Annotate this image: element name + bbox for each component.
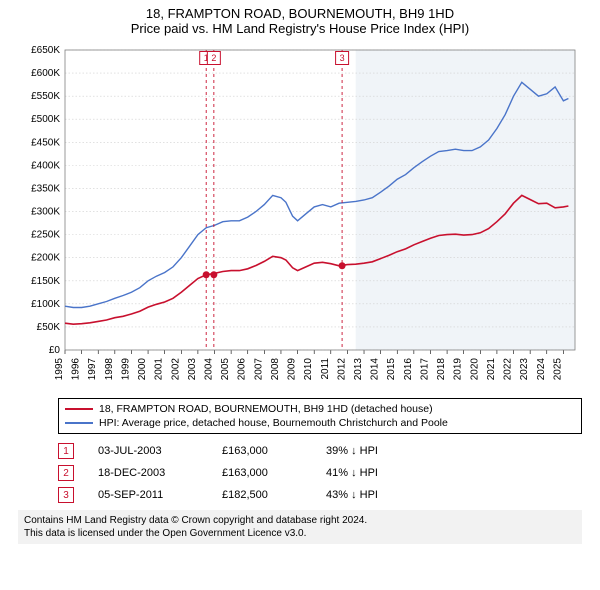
svg-text:2013: 2013 (353, 358, 364, 381)
event-delta: 43% ↓ HPI (326, 489, 416, 501)
svg-text:£550K: £550K (31, 91, 60, 102)
events-table: 1 03-JUL-2003 £163,000 39% ↓ HPI 2 18-DEC-200… (58, 440, 582, 506)
svg-text:1999: 1999 (120, 358, 131, 381)
svg-text:£450K: £450K (31, 137, 60, 148)
legend-label: 18, FRAMPTON ROAD, BOURNEMOUTH, BH9 1HD … (99, 403, 433, 415)
event-date: 03-JUL-2003 (98, 445, 198, 457)
svg-text:2020: 2020 (469, 358, 480, 381)
svg-text:£250K: £250K (31, 230, 60, 241)
svg-text:2002: 2002 (170, 358, 181, 381)
footer-line1: Contains HM Land Registry data © Crown c… (24, 514, 576, 527)
svg-text:2010: 2010 (303, 358, 314, 381)
event-number: 3 (58, 487, 74, 503)
event-price: £163,000 (222, 445, 302, 457)
event-row: 2 18-DEC-2003 £163,000 41% ↓ HPI (58, 462, 582, 484)
svg-text:2000: 2000 (137, 358, 148, 381)
svg-text:£400K: £400K (31, 160, 60, 171)
svg-text:2019: 2019 (453, 358, 464, 381)
legend-row: HPI: Average price, detached house, Bour… (65, 416, 575, 430)
svg-text:1997: 1997 (87, 358, 98, 381)
svg-text:£600K: £600K (31, 68, 60, 79)
svg-text:2012: 2012 (336, 358, 347, 381)
svg-text:£300K: £300K (31, 207, 60, 218)
legend-label: HPI: Average price, detached house, Bour… (99, 417, 448, 429)
chart-area: £0 £50K £100K £150K £200K £250K £300K £350K £400… (15, 40, 585, 390)
svg-text:2005: 2005 (220, 358, 231, 381)
legend: 18, FRAMPTON ROAD, BOURNEMOUTH, BH9 1HD … (58, 398, 582, 434)
legend-swatch (65, 422, 93, 424)
legend-row: 18, FRAMPTON ROAD, BOURNEMOUTH, BH9 1HD … (65, 402, 575, 416)
svg-text:2: 2 (211, 53, 216, 63)
event-number: 2 (58, 465, 74, 481)
svg-text:£100K: £100K (31, 299, 60, 310)
svg-text:1996: 1996 (71, 358, 82, 381)
svg-text:£0: £0 (49, 345, 61, 356)
svg-text:2006: 2006 (237, 358, 248, 381)
svg-text:2014: 2014 (370, 358, 381, 381)
svg-text:2024: 2024 (536, 358, 547, 381)
svg-text:£150K: £150K (31, 276, 60, 287)
svg-text:2017: 2017 (419, 358, 430, 381)
svg-text:£650K: £650K (31, 45, 60, 56)
svg-text:£50K: £50K (37, 322, 61, 333)
svg-text:1998: 1998 (104, 358, 115, 381)
event-price: £163,000 (222, 467, 302, 479)
event-delta: 39% ↓ HPI (326, 445, 416, 457)
event-row: 1 03-JUL-2003 £163,000 39% ↓ HPI (58, 440, 582, 462)
footer-line2: This data is licensed under the Open Gov… (24, 527, 576, 540)
svg-text:2021: 2021 (486, 358, 497, 381)
svg-text:2003: 2003 (187, 358, 198, 381)
svg-text:1995: 1995 (54, 358, 65, 381)
event-date: 18-DEC-2003 (98, 467, 198, 479)
footer-licence: Contains HM Land Registry data © Crown c… (18, 510, 582, 544)
svg-text:£350K: £350K (31, 183, 60, 194)
svg-text:2001: 2001 (154, 358, 165, 381)
svg-text:2009: 2009 (287, 358, 298, 381)
svg-text:2022: 2022 (503, 358, 514, 381)
chart-svg: £0 £50K £100K £150K £200K £250K £300K £350K £400… (15, 40, 585, 390)
event-delta: 41% ↓ HPI (326, 467, 416, 479)
chart-title: 18, FRAMPTON ROAD, BOURNEMOUTH, BH9 1HD (0, 0, 600, 21)
event-number: 1 (58, 443, 74, 459)
svg-text:2011: 2011 (320, 358, 331, 380)
svg-text:2004: 2004 (204, 358, 215, 381)
svg-text:£200K: £200K (31, 253, 60, 264)
legend-swatch (65, 408, 93, 410)
svg-text:£500K: £500K (31, 114, 60, 125)
chart-subtitle: Price paid vs. HM Land Registry's House … (0, 21, 600, 40)
svg-text:3: 3 (340, 53, 345, 63)
svg-text:2015: 2015 (386, 358, 397, 381)
event-date: 05-SEP-2011 (98, 489, 198, 501)
event-price: £182,500 (222, 489, 302, 501)
svg-text:2016: 2016 (403, 358, 414, 381)
svg-text:2008: 2008 (270, 358, 281, 381)
event-row: 3 05-SEP-2011 £182,500 43% ↓ HPI (58, 484, 582, 506)
svg-text:2018: 2018 (436, 358, 447, 381)
svg-text:2023: 2023 (519, 358, 530, 381)
svg-text:2025: 2025 (552, 358, 563, 381)
svg-text:2007: 2007 (253, 358, 264, 381)
